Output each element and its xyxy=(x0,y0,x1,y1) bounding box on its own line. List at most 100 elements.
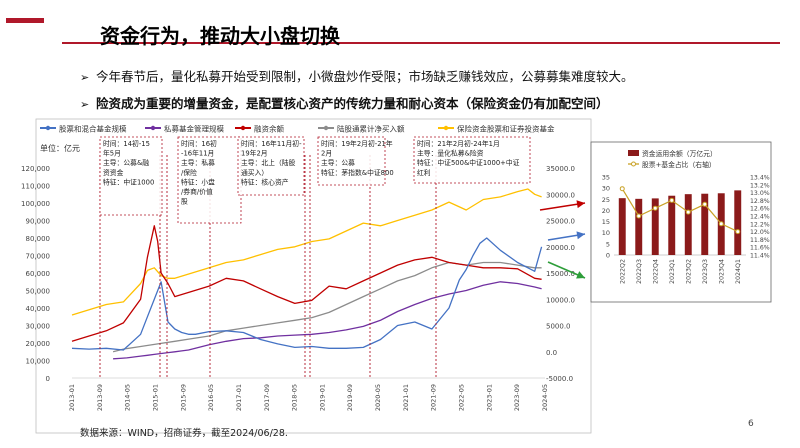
x-tick-label: 2017-01 xyxy=(235,384,243,411)
title-accent-bar xyxy=(6,18,44,23)
legend-label: 融资余额 xyxy=(254,124,284,134)
y-right-tick-label: 15000.0 xyxy=(546,270,575,278)
y-left-tick-label: 20,000 xyxy=(26,340,51,348)
y-right-tick-label: 35000.0 xyxy=(546,165,575,173)
x-tick-label: 2013-09 xyxy=(96,384,104,411)
unit-label: 单位：亿元 xyxy=(40,143,80,153)
inset-y-left-tick: 10 xyxy=(602,229,610,237)
inset-y-right-tick: 11.4% xyxy=(750,253,770,260)
source-note: 数据来源：WIND，招商证券，截至2024/06/28. xyxy=(80,428,288,439)
y-left-tick-label: 110,000 xyxy=(21,183,50,191)
annotation-text: 主导：公募 xyxy=(321,158,355,167)
inset-ratio-point xyxy=(702,201,708,207)
series-line-3 xyxy=(112,261,542,353)
legend-label: 股票和混合基金规模 xyxy=(59,124,127,134)
legend-marker xyxy=(240,125,246,131)
y-left-tick-label: 10,000 xyxy=(26,358,51,366)
series-line-0 xyxy=(71,237,543,351)
inset-legend-label: 股票+基金占比（右轴） xyxy=(642,160,716,169)
arrow-red-icon-head xyxy=(576,200,585,209)
y-right-tick-label: 10000.0 xyxy=(546,296,575,304)
x-tick-label: 2019-01 xyxy=(318,384,326,411)
annotation-text: 时间：14初-15 xyxy=(103,139,150,148)
inset-x-tick-label: 2022Q2 xyxy=(619,259,626,284)
annotation-text: 时间：16年11月初- xyxy=(241,139,302,148)
legend-label: 陆股通累计净买入额 xyxy=(337,124,405,134)
x-tick-label: 2015-01 xyxy=(151,384,159,411)
y-left-tick-label: 40,000 xyxy=(26,305,51,313)
annotation-text: 时间：21年2月初-24年1月 xyxy=(417,139,500,148)
annotation-text: 主导：量化私募&险资 xyxy=(417,149,484,158)
inset-y-left-tick: 25 xyxy=(602,196,610,204)
inset-y-left-tick: 15 xyxy=(602,218,610,226)
inset-ratio-point xyxy=(685,209,691,215)
inset-y-right-tick: 12.6% xyxy=(750,206,770,213)
bullet-arrow-icon: ➢ xyxy=(80,71,90,84)
bullet-1-text: 今年春节后，量化私募开始受到限制，小微盘炒作受限；市场缺乏赚钱效应，公募募集难度… xyxy=(96,69,634,84)
bullet-2-text: 险资成为重要的增量资金，是配置核心资产的传统力量和耐心资本（保险资金仍有加配空间… xyxy=(96,96,609,111)
legend-marker xyxy=(45,125,51,131)
x-tick-label: 2023-01 xyxy=(485,384,493,411)
bullet-arrow-icon: ➢ xyxy=(80,98,90,111)
annotation-text: 时间：19年2月初-21年 xyxy=(321,139,393,148)
inset-y-right-tick: 11.6% xyxy=(750,245,770,252)
y-right-tick-label: 25000.0 xyxy=(546,218,575,226)
annotation-text: -16年11月 xyxy=(181,149,214,158)
inset-y-right-tick: 11.8% xyxy=(750,237,770,244)
inset-legend-label: 资金运用余额（万亿元） xyxy=(642,149,717,158)
arrow-green-icon-head xyxy=(576,271,585,279)
inset-y-right-tick: 12.4% xyxy=(750,214,770,221)
page-title: 资金行为，推动大小盘切换 xyxy=(100,24,340,48)
annotation-text: 主导：私募 xyxy=(181,158,215,167)
inset-x-tick-label: 2024Q1 xyxy=(735,259,742,284)
title-underline xyxy=(62,42,780,44)
inset-x-tick-label: 2022Q3 xyxy=(636,259,643,284)
x-tick-label: 2020-05 xyxy=(374,384,382,411)
arrow-blue-icon-head xyxy=(576,231,585,240)
y-right-tick-label: 0.0 xyxy=(546,349,557,357)
y-left-tick-label: 0 xyxy=(46,375,50,383)
y-right-tick-label: 30000.0 xyxy=(546,191,575,199)
x-tick-label: 2023-09 xyxy=(513,384,521,411)
inset-ratio-point xyxy=(718,221,724,227)
annotation-text: 特征：小盘 xyxy=(181,177,215,186)
inset-y-right-tick: 13.2% xyxy=(750,182,770,189)
annotation-box xyxy=(317,136,386,186)
x-tick-label: 2022-05 xyxy=(458,384,466,411)
annotation-text: 特征：中证500&中证1000+中证 xyxy=(417,158,520,167)
bullet-2: ➢ 险资成为重要的增量资金，是配置核心资产的传统力量和耐心资本（保险资金仍有加配空… xyxy=(80,93,609,112)
bullet-1: ➢ 今年春节后，量化私募开始受到限制，小微盘炒作受限；市场缺乏赚钱效应，公募募集难… xyxy=(80,66,634,85)
y-left-tick-label: 50,000 xyxy=(26,288,51,296)
x-tick-label: 2021-01 xyxy=(402,384,410,411)
y-left-tick-label: 90,000 xyxy=(26,218,51,226)
inset-x-tick-label: 2023Q2 xyxy=(685,259,692,284)
inset-x-tick-label: 2023Q3 xyxy=(702,259,709,284)
inset-bar xyxy=(651,198,659,255)
inset-ratio-point xyxy=(636,213,642,219)
annotation-text: 资资金 xyxy=(103,168,124,177)
annotation-text: 主导：北上（陆股 xyxy=(241,158,296,167)
y-left-tick-label: 80,000 xyxy=(26,235,51,243)
annotation-text: 时间：16初 xyxy=(181,139,217,148)
inset-x-tick-label: 2022Q4 xyxy=(652,259,659,284)
inset-x-tick-label: 2023Q1 xyxy=(669,259,676,284)
inset-ratio-line xyxy=(621,188,739,233)
inset-ratio-point xyxy=(735,229,741,235)
inset-y-right-tick: 12.8% xyxy=(750,198,770,205)
annotation-text: /券商/价值 xyxy=(181,187,213,196)
x-tick-label: 2018-05 xyxy=(291,384,299,411)
inset-y-left-tick: 20 xyxy=(602,207,610,215)
x-tick-label: 2021-09 xyxy=(430,384,438,411)
inset-y-right-tick: 12.0% xyxy=(750,229,770,236)
annotation-box xyxy=(237,136,305,196)
page-number: 6 xyxy=(748,419,754,429)
inset-legend-marker xyxy=(631,161,636,167)
x-tick-label: 2024-05 xyxy=(541,384,549,411)
y-right-tick-label: 20000.0 xyxy=(546,244,575,252)
annotation-text: 主导：公募&融 xyxy=(103,158,149,167)
inset-y-right-tick: 13.0% xyxy=(750,190,770,197)
inset-y-left-tick: 35 xyxy=(602,174,610,182)
inset-ratio-point xyxy=(619,186,625,192)
series-line-2 xyxy=(71,225,542,342)
